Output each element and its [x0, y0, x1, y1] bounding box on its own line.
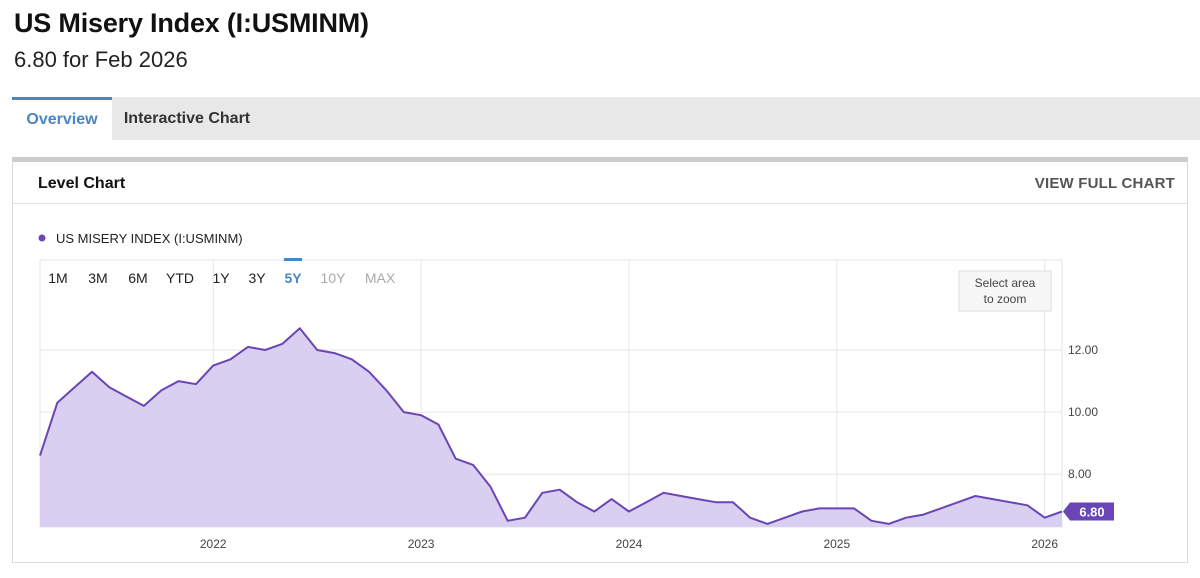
y-tick-label: 8.00: [1068, 467, 1092, 481]
page-title: US Misery Index (I:USMINM): [14, 8, 369, 38]
legend-marker: [38, 234, 46, 242]
x-tick-label: 2026: [1031, 537, 1058, 551]
tab-bar: Overview Interactive Chart: [12, 97, 1200, 140]
page-subtitle: 6.80 for Feb 2026: [14, 47, 188, 72]
range-button-ytd[interactable]: YTD: [166, 270, 194, 286]
zoom-hint-box: [958, 270, 1052, 312]
zoom-hint-line2: to zoom: [984, 292, 1027, 306]
x-tick-label: 2023: [408, 537, 435, 551]
y-tick-label: 12.00: [1068, 343, 1098, 357]
range-button-3y[interactable]: 3Y: [248, 270, 266, 286]
view-full-chart-link[interactable]: VIEW FULL CHART: [1034, 175, 1175, 192]
last-value-label: 6.80: [1079, 504, 1104, 519]
range-button-1y[interactable]: 1Y: [212, 270, 230, 286]
card-title: Level Chart: [38, 175, 126, 192]
series-line: [39, 327, 1063, 525]
card-header: Level Chart VIEW FULL CHART: [13, 162, 1187, 204]
zoom-hint: Select area to zoom: [958, 270, 1052, 312]
x-tick-label: 2025: [823, 537, 850, 551]
last-value-badge: [1063, 502, 1114, 521]
range-button-3m[interactable]: 3M: [88, 270, 107, 286]
series-area: [40, 328, 1062, 527]
x-tick-label: 2024: [616, 537, 643, 551]
legend-label[interactable]: US MISERY INDEX (I:USMINM): [56, 231, 243, 246]
range-button-6m[interactable]: 6M: [128, 270, 147, 286]
range-button-1m[interactable]: 1M: [48, 270, 67, 286]
zoom-hint-line1: Select area: [975, 276, 1036, 290]
tab-interactive-chart[interactable]: Interactive Chart: [123, 109, 251, 127]
range-button-10y[interactable]: 10Y: [321, 270, 347, 286]
range-button-5y[interactable]: 5Y: [284, 270, 302, 286]
range-button-max[interactable]: MAX: [365, 270, 396, 286]
x-tick-label: 2022: [200, 537, 227, 551]
range-active-indicator: [284, 258, 302, 261]
tab-overview[interactable]: Overview: [12, 97, 112, 140]
y-tick-label: 10.00: [1068, 405, 1098, 419]
